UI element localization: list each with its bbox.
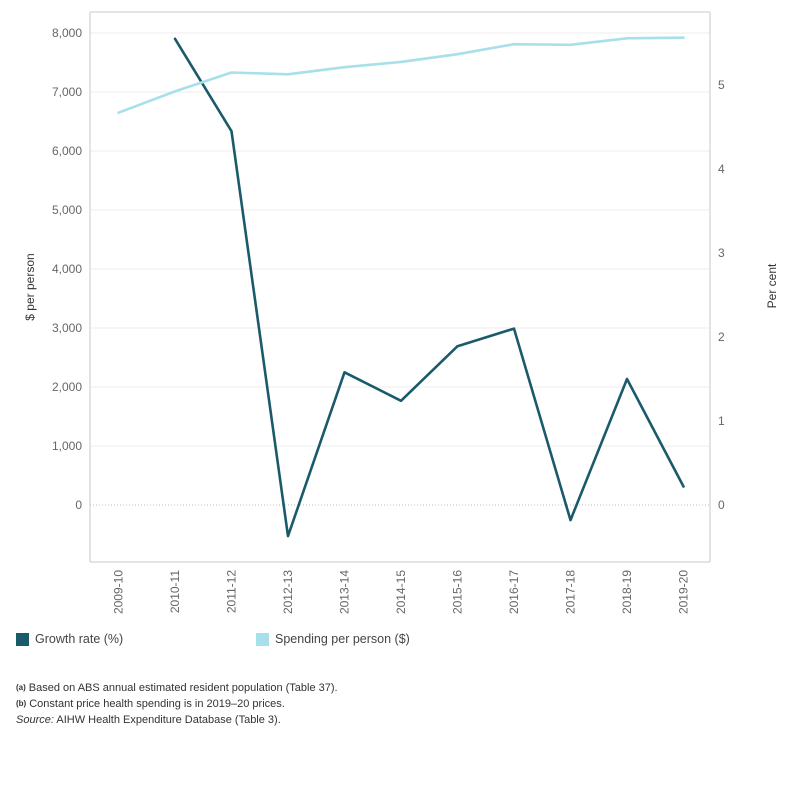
legend-label-spending: Spending per person ($)	[275, 632, 410, 646]
note-a-marker: (a)	[16, 683, 26, 692]
note-a: (a) Based on ABS annual estimated residen…	[16, 680, 776, 696]
y2-tick-label: 0	[718, 498, 725, 512]
source-note: Source: AIHW Health Expenditure Database…	[16, 712, 776, 728]
x-tick-label: 2018-19	[620, 570, 634, 614]
y-tick-label: 3,000	[52, 321, 82, 335]
chart-notes: (a) Based on ABS annual estimated residen…	[16, 680, 776, 728]
spending-per-person-line	[117, 36, 685, 114]
note-a-text: Based on ABS annual estimated resident p…	[28, 682, 338, 694]
y-tick-label: 1,000	[52, 439, 82, 453]
y-tick-label: 2,000	[52, 380, 82, 394]
y2-tick-label: 3	[718, 246, 725, 260]
x-tick-label: 2019-20	[677, 570, 691, 614]
x-tick-label: 2014-15	[394, 570, 408, 614]
legend-label-growth: Growth rate (%)	[35, 632, 124, 646]
x-tick-label: 2009-10	[112, 570, 126, 614]
y-tick-label: 7,000	[52, 85, 82, 99]
x-tick-label: 2016-17	[507, 570, 521, 614]
y2-tick-label: 5	[718, 78, 725, 92]
legend-item-spending[interactable]: Spending per person ($)	[256, 632, 410, 646]
y-tick-label: 6,000	[52, 144, 82, 158]
combo-line-chart: 0 1,000 2,000 3,000 4,000 5,000 6,000 7,000 8,00…	[23, 11, 779, 614]
x-tick-label: 2010-11	[168, 570, 182, 613]
x-tick-label: 2011-12	[225, 570, 239, 613]
y-tick-label: 5,000	[52, 203, 82, 217]
note-b-text: Constant price health spending is in 201…	[29, 698, 285, 710]
y2-tick-label: 2	[718, 330, 725, 344]
source-label: Source:	[16, 714, 54, 726]
note-b-marker: (b)	[16, 699, 27, 708]
note-b: (b) Constant price health spending is in …	[16, 696, 776, 712]
y-tick-label: 4,000	[52, 262, 82, 276]
y2-tick-label: 1	[718, 414, 725, 428]
y-axis-title: $ per person	[23, 253, 37, 320]
x-tick-label: 2017-18	[564, 570, 578, 614]
legend-swatch-growth	[16, 632, 29, 646]
chart-legend: Growth rate (%) Spending per person ($)	[16, 632, 786, 652]
legend-item-growth-rate[interactable]: Growth rate (%)	[16, 632, 123, 646]
source-text: AIHW Health Expenditure Database (Table …	[56, 714, 281, 726]
x-tick-label: 2012-13	[281, 570, 295, 614]
legend-swatch-spending	[256, 632, 269, 646]
x-tick-label: 2013-14	[338, 570, 352, 614]
y-tick-label: 0	[75, 498, 82, 512]
y-tick-label: 8,000	[52, 26, 82, 40]
y2-axis-title: Per cent	[765, 263, 779, 308]
y2-tick-label: 4	[718, 162, 725, 176]
growth-rate-line	[173, 37, 685, 538]
x-tick-label: 2015-16	[451, 570, 465, 614]
